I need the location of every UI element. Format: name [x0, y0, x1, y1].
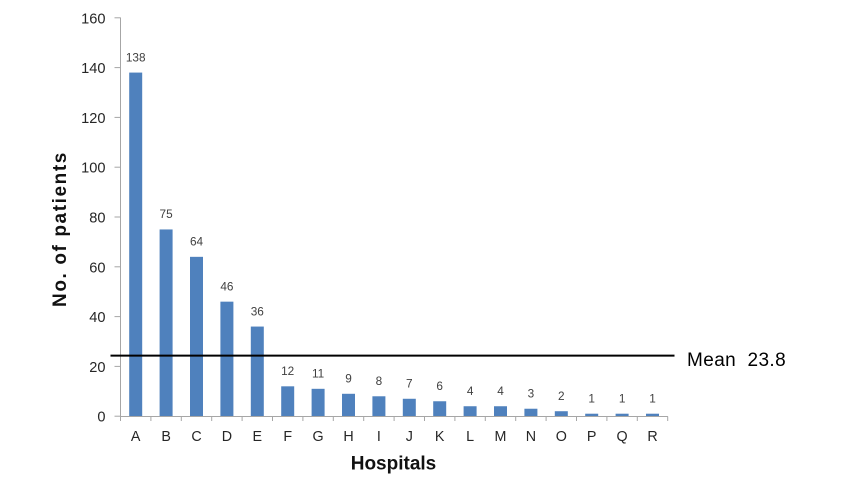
svg-text:I: I — [377, 429, 381, 445]
svg-text:Hospitals: Hospitals — [351, 454, 437, 475]
svg-text:1: 1 — [588, 391, 595, 405]
svg-text:64: 64 — [190, 235, 204, 249]
svg-text:Q: Q — [617, 429, 628, 445]
svg-text:G: G — [313, 429, 324, 445]
svg-text:140: 140 — [81, 61, 105, 77]
svg-text:3: 3 — [528, 386, 535, 400]
svg-text:80: 80 — [89, 211, 105, 227]
svg-text:O: O — [556, 429, 567, 445]
svg-text:100: 100 — [81, 161, 105, 177]
svg-text:C: C — [191, 429, 201, 445]
svg-text:6: 6 — [436, 379, 443, 393]
svg-text:20: 20 — [89, 360, 105, 376]
svg-text:11: 11 — [312, 367, 324, 381]
svg-text:L: L — [466, 429, 474, 445]
svg-text:36: 36 — [251, 304, 265, 318]
svg-text:1: 1 — [619, 391, 626, 405]
svg-text:N: N — [526, 429, 536, 445]
svg-text:F: F — [283, 429, 292, 445]
svg-text:No. of patients: No. of patients — [50, 151, 71, 307]
svg-text:60: 60 — [89, 260, 105, 276]
svg-text:160: 160 — [81, 11, 105, 27]
svg-text:75: 75 — [160, 207, 174, 221]
svg-text:2: 2 — [558, 389, 565, 403]
svg-text:M: M — [495, 429, 507, 445]
svg-text:K: K — [435, 429, 445, 445]
svg-text:P: P — [587, 429, 597, 445]
svg-text:120: 120 — [81, 111, 105, 127]
svg-text:E: E — [253, 429, 263, 445]
svg-text:4: 4 — [467, 384, 474, 398]
svg-text:9: 9 — [345, 371, 352, 385]
svg-text:D: D — [222, 429, 232, 445]
svg-text:Mean 23.8: Mean 23.8 — [687, 350, 786, 371]
svg-text:4: 4 — [497, 384, 504, 398]
svg-text:12: 12 — [281, 364, 294, 378]
svg-text:R: R — [647, 429, 657, 445]
svg-text:8: 8 — [376, 374, 383, 388]
svg-text:1: 1 — [649, 391, 656, 405]
svg-text:H: H — [343, 429, 353, 445]
svg-text:7: 7 — [406, 376, 413, 390]
svg-text:0: 0 — [97, 410, 105, 426]
svg-text:A: A — [131, 429, 141, 445]
svg-text:46: 46 — [220, 279, 234, 293]
svg-text:40: 40 — [89, 310, 105, 326]
svg-text:J: J — [406, 429, 413, 445]
svg-text:138: 138 — [126, 50, 146, 64]
svg-text:B: B — [161, 429, 171, 445]
